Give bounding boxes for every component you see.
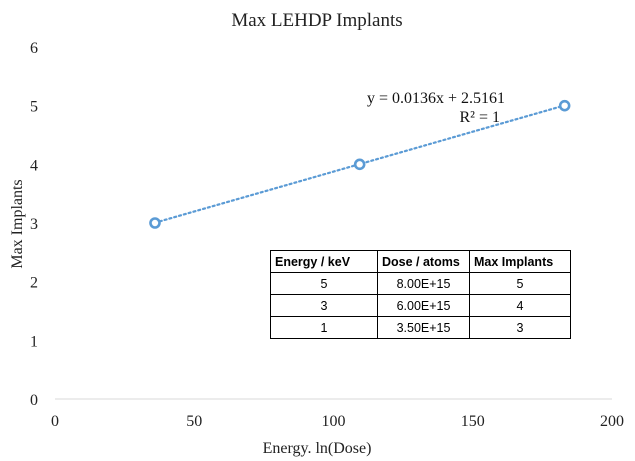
x-axis-ticks: 0 50 100 150 200: [51, 413, 624, 430]
table-cell: 4: [469, 294, 571, 317]
y-tick-label: 2: [30, 275, 38, 292]
table-row: 5 8.00E+15 5: [270, 272, 571, 295]
table-cell: 5: [469, 272, 571, 295]
table-header-dose: Dose / atoms: [377, 250, 470, 273]
y-tick-label: 0: [30, 392, 38, 409]
data-point: [149, 217, 161, 229]
table-header-energy: Energy / keV: [270, 250, 378, 273]
table-cell: 6.00E+15: [377, 294, 470, 317]
trendline-equation: y = 0.0136x + 2.5161: [367, 90, 505, 107]
data-points: [149, 99, 571, 229]
table-cell: 3: [469, 316, 571, 339]
x-axis-title: Energy. ln(Dose): [263, 440, 372, 457]
y-tick-label: 3: [30, 216, 38, 233]
table-row: 3 6.00E+15 4: [270, 294, 571, 317]
table-cell: 5: [270, 272, 378, 295]
y-tick-label: 5: [30, 99, 38, 116]
y-tick-label: 6: [30, 40, 38, 57]
table-header-row: Energy / keV Dose / atoms Max Implants: [270, 250, 571, 273]
x-tick-label: 150: [461, 413, 485, 430]
x-tick-label: 100: [322, 413, 346, 430]
table-cell: 8.00E+15: [377, 272, 470, 295]
chart-title: Max LEHDP Implants: [231, 10, 402, 31]
y-axis-title: Max Implants: [9, 179, 26, 268]
x-tick-label: 0: [51, 413, 59, 430]
data-point: [558, 99, 571, 112]
x-tick-label: 50: [186, 413, 202, 430]
y-tick-label: 1: [30, 333, 38, 350]
table-cell: 3: [270, 294, 378, 317]
trendline-r2: R² = 1: [460, 109, 501, 126]
data-point: [353, 158, 366, 171]
y-tick-label: 4: [30, 157, 38, 174]
table-header-max-implants: Max Implants: [469, 250, 571, 273]
table-cell: 1: [270, 316, 378, 339]
y-axis-ticks: 0 1 2 3 4 5 6: [30, 40, 38, 409]
x-tick-label: 200: [600, 413, 624, 430]
table-cell: 3.50E+15: [377, 316, 470, 339]
data-table: Energy / keV Dose / atoms Max Implants 5…: [270, 250, 571, 339]
table-row: 1 3.50E+15 3: [270, 316, 571, 339]
